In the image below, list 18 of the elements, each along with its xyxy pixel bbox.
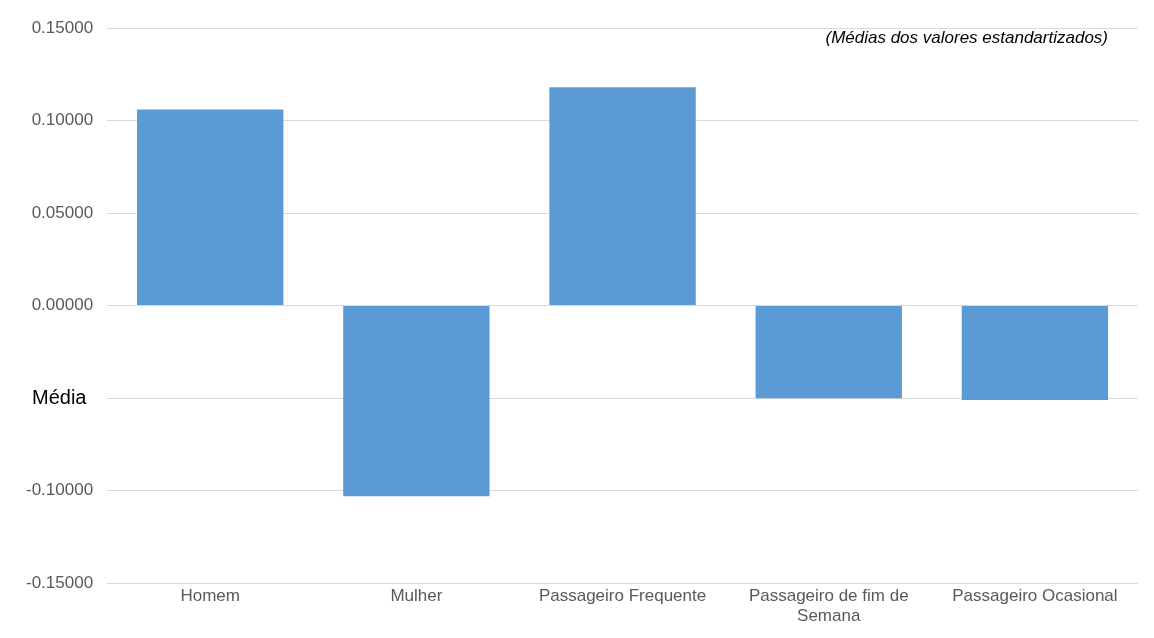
bar: [755, 306, 902, 399]
x-tick-label: Passageiro Ocasional: [952, 586, 1118, 606]
x-tick-label: Homem: [180, 586, 240, 606]
y-tick-label: 0.15000: [31, 17, 94, 37]
annotation: (Médias dos valores estandartizados): [825, 27, 1108, 47]
bar: [549, 87, 696, 306]
y-tick-label: 0.10000: [31, 110, 94, 130]
x-tick-label: Mulher: [390, 586, 443, 606]
y-tick-label: -0.10000: [25, 480, 94, 500]
y-tick-label: 0.00000: [31, 295, 94, 315]
bar: [961, 306, 1109, 400]
bar: [343, 306, 490, 497]
bar: [137, 109, 284, 306]
y-tick-label: -0.15000: [25, 572, 94, 592]
x-tick-label: Passageiro de fim de Semana: [748, 586, 909, 626]
y-tick-label: 0.05000: [31, 202, 94, 222]
x-tick-label: Passageiro Frequente: [538, 586, 707, 606]
y-axis-title: Média: [28, 384, 91, 412]
